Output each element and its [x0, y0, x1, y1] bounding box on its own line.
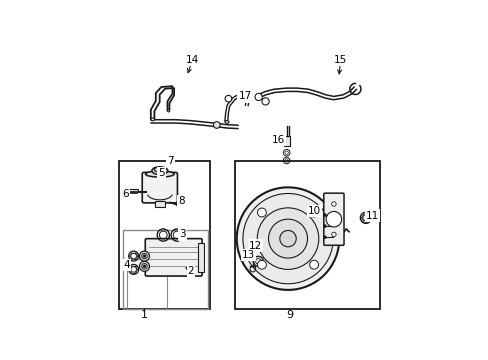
Bar: [283, 136, 289, 146]
Circle shape: [238, 93, 244, 99]
Circle shape: [131, 267, 136, 272]
Circle shape: [128, 251, 138, 261]
Circle shape: [323, 225, 325, 228]
Text: 15: 15: [333, 55, 346, 65]
Circle shape: [309, 260, 318, 269]
Bar: [235, 161, 379, 309]
Text: 1: 1: [140, 310, 147, 320]
Text: 3: 3: [179, 229, 185, 239]
Circle shape: [143, 255, 145, 257]
Circle shape: [309, 208, 318, 217]
Circle shape: [128, 264, 138, 274]
Text: 10: 10: [307, 206, 320, 216]
Circle shape: [257, 208, 266, 217]
Circle shape: [243, 193, 332, 284]
Text: 6: 6: [122, 189, 128, 199]
Circle shape: [331, 202, 335, 206]
Circle shape: [268, 219, 307, 258]
Bar: [123, 230, 207, 309]
Circle shape: [139, 251, 149, 261]
Text: 2: 2: [187, 266, 194, 276]
Circle shape: [262, 98, 268, 105]
Text: 9: 9: [285, 310, 292, 320]
Circle shape: [279, 230, 296, 247]
Circle shape: [323, 236, 325, 239]
Circle shape: [143, 265, 145, 268]
Text: 14: 14: [185, 55, 199, 65]
Text: 9: 9: [285, 312, 292, 323]
Bar: [127, 260, 167, 309]
Bar: [198, 243, 203, 272]
Bar: [119, 161, 210, 309]
Text: 13: 13: [241, 250, 255, 260]
Text: 1: 1: [140, 312, 147, 323]
Text: 8: 8: [178, 196, 185, 206]
Circle shape: [213, 122, 220, 128]
Bar: [130, 192, 137, 193]
Bar: [155, 201, 164, 207]
Text: 16: 16: [271, 135, 285, 145]
Text: 11: 11: [365, 211, 378, 221]
Text: 17: 17: [238, 91, 251, 102]
Circle shape: [331, 232, 335, 237]
Ellipse shape: [145, 171, 174, 177]
Circle shape: [255, 93, 262, 100]
Ellipse shape: [176, 204, 179, 206]
Ellipse shape: [151, 118, 154, 121]
Ellipse shape: [154, 167, 165, 172]
Text: 4: 4: [123, 260, 129, 270]
Circle shape: [131, 253, 136, 259]
Circle shape: [257, 260, 266, 269]
Circle shape: [323, 214, 325, 216]
FancyBboxPatch shape: [145, 239, 202, 276]
Circle shape: [362, 215, 368, 221]
Circle shape: [224, 95, 231, 102]
Circle shape: [142, 253, 147, 259]
Ellipse shape: [167, 109, 169, 112]
Circle shape: [257, 208, 318, 269]
Text: 12: 12: [248, 240, 262, 251]
Ellipse shape: [152, 167, 167, 175]
Circle shape: [139, 261, 149, 271]
Bar: [129, 189, 138, 192]
Circle shape: [236, 187, 339, 290]
FancyBboxPatch shape: [323, 193, 344, 245]
Circle shape: [360, 212, 371, 223]
Text: 5: 5: [158, 168, 164, 179]
Circle shape: [325, 211, 341, 227]
Ellipse shape: [224, 121, 228, 123]
FancyBboxPatch shape: [142, 172, 177, 203]
Circle shape: [142, 264, 147, 269]
Text: 7: 7: [166, 156, 173, 166]
